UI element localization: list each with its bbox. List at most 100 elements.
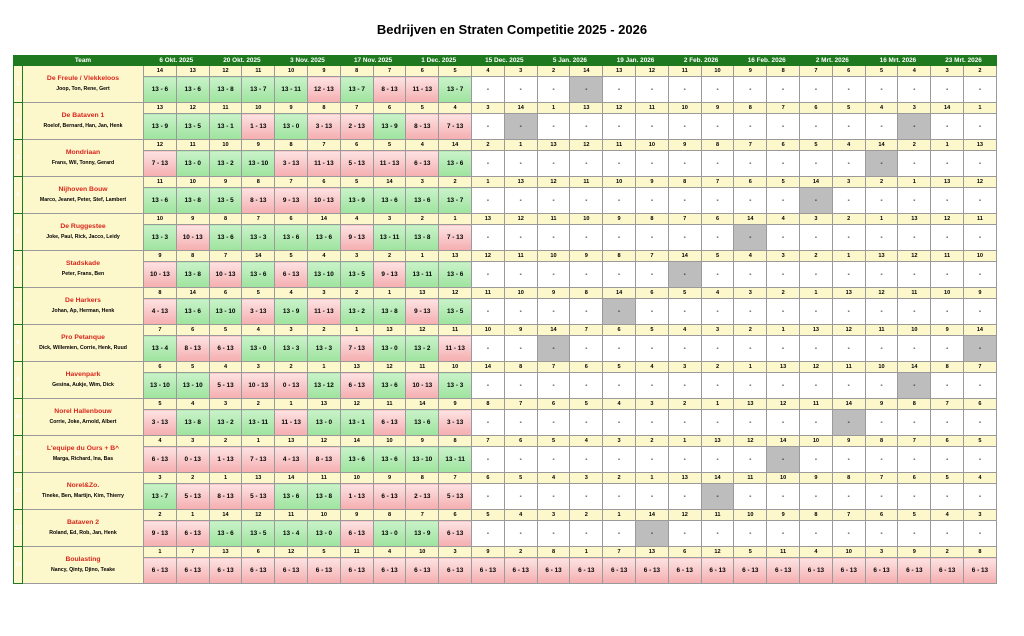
opponent-number: 10 [175,176,210,188]
opponent-number: 5 [766,176,801,188]
score-cell: - [503,150,538,177]
opponent-row: 12 Norel&Zo. Tineke, Ben, Martijn, Kim, Th… [13,472,997,510]
opponent-number: 14 [536,324,571,336]
score-cell: - [503,483,538,510]
score-cell: 13 - 1 [339,409,374,436]
opponent-number: 5 [339,176,374,188]
opponent-number: 6 [274,213,308,225]
score-cell: 3 - 13 [438,409,473,436]
score-cell: 5 - 13 [241,483,276,510]
opponent-number: 2 [700,361,735,373]
opponent-number: 7 [372,65,407,77]
team-name: De Ruggestee [60,223,106,230]
score-cell: - [831,261,866,288]
score-cell: 13 - 10 [143,372,177,399]
opponent-number: 6 [897,472,932,484]
score-cell: - [536,483,571,510]
opponent-number: 3 [700,324,735,336]
header-row: Team 6 Okt. 2025 20 Okt. 2025 3 Nov. 2025 1… [13,55,997,66]
team-cell: Havenpark Gesina, Aukje, Wim, Dick [22,361,144,399]
opponent-number: 4 [635,361,669,373]
opponent-number: 14 [175,287,210,299]
score-cell: 7 - 13 [438,224,473,251]
score-cell: - [569,335,604,362]
opponent-number: 5 [536,435,571,447]
opponent-number: 12 [700,546,735,558]
opponent-number: 2 [766,287,801,299]
score-cell: 6 - 13 [569,557,604,584]
opponent-number: 14 [241,250,276,262]
score-cell: - [569,150,604,177]
opponent-number: 11 [766,546,801,558]
score-cell: - [569,224,604,251]
score-cell: - [667,446,702,473]
opponent-number: 3 [175,435,210,447]
opponent-number: 9 [339,509,374,521]
opponent-number: 13 [897,213,932,225]
score-cell: - [766,150,801,177]
opponent-number: 11 [963,213,997,225]
score-cell: - [635,113,669,140]
score-cell: 13 - 8 [208,76,243,103]
score-cell: - [766,224,801,251]
opponent-row: 3 Mondriaan Frans, Wil, Tonny, Gerard 12 11 1… [13,139,997,177]
opponent-number: 2 [667,398,702,410]
opponent-number: 6 [635,287,669,299]
score-cell: - [766,261,801,288]
score-cell: 13 - 10 [175,372,210,399]
opponent-number: 2 [569,509,604,521]
score-cell: 10 - 13 [405,372,440,399]
score-cell: 13 - 5 [241,520,276,547]
opponent-row: 5 De Ruggestee Joke, Paul, Rick, Jacco, Le… [13,213,997,251]
opponent-number: 7 [930,398,965,410]
score-cell: - [471,520,505,547]
header-date: 2 Mrt. 2026 [799,55,866,66]
team-cell: Nijhoven Bouw Marco, Jeanet, Peter, Stef,… [22,176,144,214]
score-cell: - [831,520,866,547]
score-cell: 9 - 13 [143,520,177,547]
score-cell: - [667,150,702,177]
score-cell: - [733,483,768,510]
opponent-number: 14 [569,65,604,77]
team-name: Bataven 2 [66,519,100,526]
opponent-number: 10 [405,546,440,558]
score-cell: - [864,446,899,473]
opponent-number: 12 [339,398,374,410]
score-cell: - [864,335,899,362]
score-cell: - [569,187,604,214]
score-cell: 13 - 7 [438,187,473,214]
score-cell: - [963,446,997,473]
score-cell: 6 - 13 [372,409,407,436]
score-cell: - [700,372,735,399]
opponent-number: 4 [667,324,702,336]
opponent-number: 5 [438,65,473,77]
opponent-number: 6 [930,435,965,447]
opponent-number: 1 [667,435,702,447]
opponent-number: 5 [930,472,965,484]
team-members: Dick, Willemien, Corrie, Henk, Ruud [39,345,127,351]
opponent-number: 5 [635,324,669,336]
score-cell: - [930,187,965,214]
opponent-number: 8 [339,65,374,77]
opponent-number: 10 [799,435,833,447]
opponent-number: 14 [471,361,505,373]
opponent-number: 1 [503,139,538,151]
opponent-number: 10 [667,102,702,114]
opponent-number: 6 [307,176,341,188]
opponent-number: 3 [274,324,308,336]
page-title: Bedrijven en Straten Competitie 2025 - 2… [376,22,648,37]
opponent-row: 10 Norel Hallenbouw Corrie, Joke, Arnold, … [13,398,997,436]
opponent-number: 8 [799,509,833,521]
score-cell: - [799,520,833,547]
score-cell: 6 - 13 [307,557,341,584]
score-cell: - [471,113,505,140]
score-cell: - [536,224,571,251]
opponent-number: 12 [274,546,308,558]
opponent-number: 14 [635,509,669,521]
score-cell: 13 - 6 [241,261,276,288]
score-cell: - [635,298,669,325]
opponent-row: 8 Pro Petanque Dick, Willemien, Corrie, He… [13,324,997,362]
opponent-number: 7 [339,102,374,114]
score-cell: - [635,520,669,547]
opponent-number: 4 [864,102,899,114]
